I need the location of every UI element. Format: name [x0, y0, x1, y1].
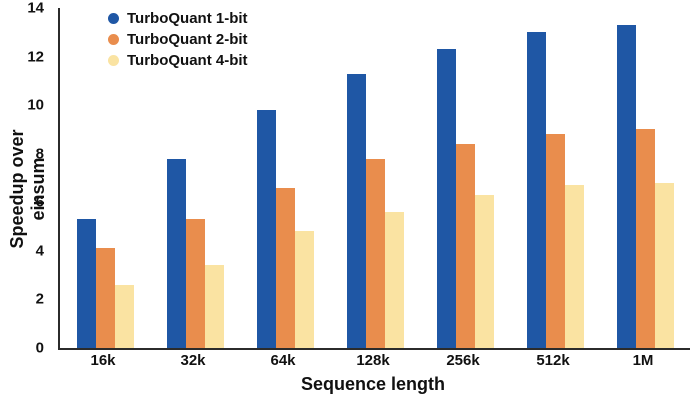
legend-item: TurboQuant 4-bit: [108, 52, 248, 69]
bar: [474, 195, 494, 348]
bar: [114, 284, 134, 348]
legend-item: TurboQuant 1-bit: [108, 10, 248, 27]
legend: TurboQuant 1-bit TurboQuant 2-bit TurboQua…: [108, 10, 248, 69]
x-axis-tick-labels: 16k 32k 64k 128k 256k 512k 1M: [58, 352, 688, 369]
x-tick-label: 32k: [180, 352, 206, 369]
bar: [204, 265, 224, 348]
bar: [635, 129, 655, 348]
legend-swatch-icon: [108, 34, 119, 45]
x-tick-label: 1M: [632, 352, 654, 369]
legend-label: TurboQuant 1-bit: [127, 10, 248, 27]
y-tick-label: 0: [35, 339, 44, 357]
y-tick-label: 8: [35, 145, 44, 163]
bar-group: [330, 8, 420, 348]
bar-group: [600, 8, 690, 348]
bar: [384, 212, 404, 348]
y-tick-label: 14: [27, 0, 44, 17]
x-axis-title: Sequence length: [300, 374, 446, 394]
legend-item: TurboQuant 2-bit: [108, 31, 248, 48]
bar: [436, 49, 456, 348]
bar: [166, 158, 186, 348]
bar-group: [60, 8, 150, 348]
x-tick-label: 128k: [356, 352, 390, 369]
legend-swatch-icon: [108, 13, 119, 24]
bar: [654, 182, 674, 348]
bar: [365, 158, 385, 348]
bar: [564, 185, 584, 348]
x-tick-label: 512k: [536, 352, 570, 369]
bar-group: [420, 8, 510, 348]
y-tick-label: 10: [27, 96, 44, 114]
bar: [185, 219, 205, 348]
x-tick-label: 16k: [90, 352, 116, 369]
bar: [256, 110, 276, 348]
bar: [545, 134, 565, 348]
bar: [76, 219, 96, 348]
y-tick-label: 4: [35, 242, 44, 260]
bar: [455, 144, 475, 348]
legend-swatch-icon: [108, 55, 119, 66]
y-axis-tick-labels: 0 2 4 6 8 10 12 14: [0, 0, 52, 357]
x-tick-label: 256k: [446, 352, 480, 369]
bar: [294, 231, 314, 348]
bar: [95, 248, 115, 348]
y-tick-label: 2: [35, 290, 44, 308]
legend-label: TurboQuant 2-bit: [127, 31, 248, 48]
bar-group: [510, 8, 600, 348]
bar: [616, 25, 636, 348]
bar-group: [150, 8, 240, 348]
bar: [346, 73, 366, 348]
y-tick-label: 12: [27, 48, 44, 66]
legend-label: TurboQuant 4-bit: [127, 52, 248, 69]
y-tick-label: 6: [35, 193, 44, 211]
x-tick-label: 64k: [270, 352, 296, 369]
bar-group: [240, 8, 330, 348]
bar: [275, 187, 295, 348]
plot-area: TurboQuant 1-bit TurboQuant 2-bit TurboQua…: [58, 8, 690, 350]
bar: [526, 32, 546, 348]
bar-groups: [60, 8, 690, 348]
